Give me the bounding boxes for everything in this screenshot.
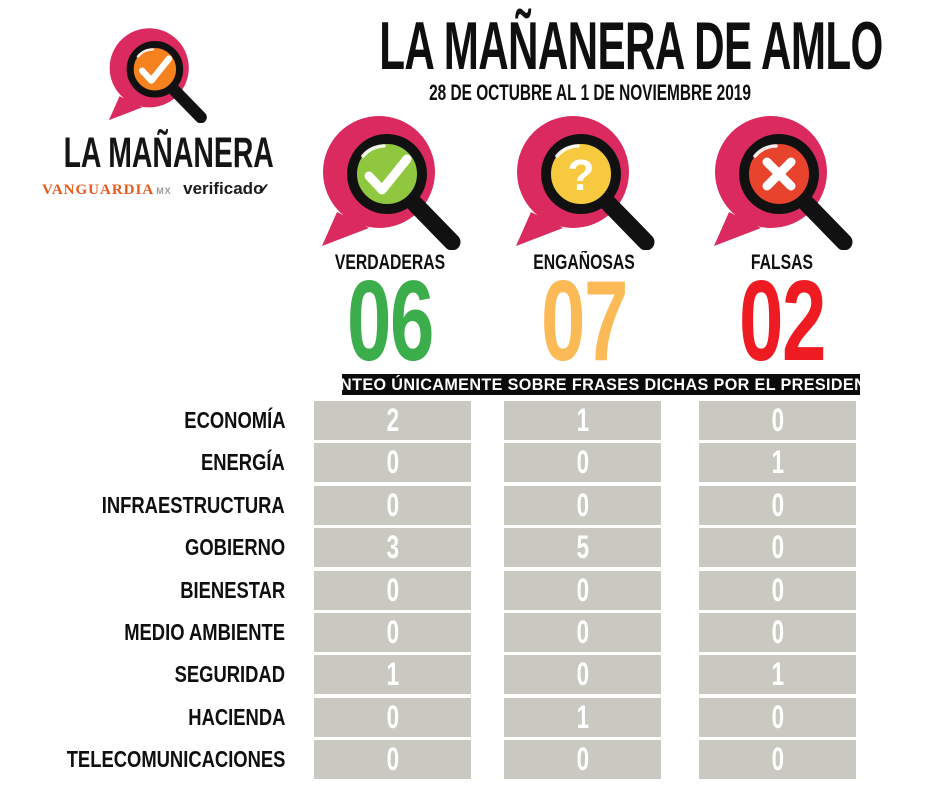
cell-falsas: 0: [699, 401, 856, 440]
cell-falsas: 0: [699, 698, 856, 737]
cell-enganosas: 0: [504, 486, 661, 525]
check-icon: [364, 154, 412, 195]
lens-highlight: [753, 144, 778, 158]
row-label: TELECOMUNICACIONES: [66, 746, 285, 772]
cell-falsas: 0: [699, 571, 856, 610]
brand-mx: MX: [156, 186, 172, 196]
lens-highlight: [136, 48, 154, 58]
lens-highlight: [555, 144, 580, 158]
stat-falsas: FALSAS 02: [697, 110, 867, 382]
enganosas-label: ENGAÑOSAS: [533, 251, 635, 274]
cell-enganosas: 1: [504, 698, 661, 737]
magnifier-lens: [541, 134, 621, 214]
enganosas-count: 07: [541, 258, 628, 385]
brand-line: VANGUARDIA MX verificado✓: [16, 179, 296, 199]
page-title: LA MAÑANERA DE AMLO: [379, 8, 883, 84]
cell-falsas: 0: [699, 486, 856, 525]
table-row: TELECOMUNICACIONES 0 0 0: [0, 740, 940, 779]
cell-verdaderas: 0: [314, 443, 471, 482]
cross-icon: [762, 157, 796, 191]
magnifier-handle: [600, 195, 655, 250]
falsas-label: FALSAS: [750, 251, 814, 274]
magnifier-handle: [798, 195, 853, 250]
bubble-tail: [516, 212, 563, 246]
page-subtitle: 28 DE OCTUBRE AL 1 DE NOVIEMBRE 2019: [429, 80, 751, 105]
brand-vanguardia: VANGUARDIA: [41, 182, 155, 198]
bubble-tail: [108, 96, 143, 121]
cell-verdaderas: 0: [314, 571, 471, 610]
stat-enganosas: ? ENGAÑOSAS 07: [499, 110, 669, 382]
cell-falsas: 1: [699, 655, 856, 694]
cell-enganosas: 0: [504, 655, 661, 694]
cell-enganosas: 0: [504, 613, 661, 652]
table-row: HACIENDA 0 1 0: [0, 698, 940, 737]
magnifier-handle: [406, 195, 461, 250]
verificado-check-icon: ✓: [257, 181, 271, 198]
question-mark-icon: ?: [568, 151, 595, 200]
cell-falsas: 0: [699, 740, 856, 779]
cell-enganosas: 5: [504, 528, 661, 567]
row-label: GOBIERNO: [184, 534, 285, 560]
falsas-bubble-icon: [714, 116, 853, 250]
cell-falsas: 0: [699, 528, 856, 567]
logo-wordmark: LA MAÑANERA: [63, 129, 274, 177]
cell-verdaderas: 2: [314, 401, 471, 440]
table-row: BIENESTAR 0 0 0: [0, 571, 940, 610]
disclaimer-text: CONTEO ÚNICAMENTE SOBRE FRASES DICHAS PO…: [314, 375, 888, 394]
cell-falsas: 0: [699, 613, 856, 652]
row-label: HACIENDA: [187, 704, 285, 730]
table-row: ECONOMÍA 2 1 0: [0, 401, 940, 440]
row-label: BIENESTAR: [180, 577, 285, 603]
table-row: INFRAESTRUCTURA 0 0 0: [0, 486, 940, 525]
row-label: MEDIO AMBIENTE: [124, 619, 285, 645]
check-icon: [138, 55, 173, 84]
brand-verificado: verificado: [183, 179, 264, 198]
cell-verdaderas: 1: [314, 655, 471, 694]
cell-verdaderas: 3: [314, 528, 471, 567]
cell-enganosas: 0: [504, 443, 661, 482]
disclaimer-banner: CONTEO ÚNICAMENTE SOBRE FRASES DICHAS PO…: [315, 374, 887, 395]
bubble-tail: [714, 212, 761, 246]
row-label: SEGURIDAD: [174, 661, 285, 687]
logo-bubble-magnifier-icon: [108, 28, 207, 123]
cell-falsas: 1: [699, 443, 856, 482]
table-row: ENERGÍA 0 0 1: [0, 443, 940, 482]
row-label: ENERGÍA: [201, 449, 285, 475]
enganosas-bubble-icon: ?: [516, 116, 655, 250]
table-row: GOBIERNO 3 5 0: [0, 528, 940, 567]
verdaderas-count: 06: [347, 258, 434, 385]
row-label: ECONOMÍA: [183, 407, 285, 433]
cell-verdaderas: 0: [314, 486, 471, 525]
table-row: SEGURIDAD 1 0 1: [0, 655, 940, 694]
cell-verdaderas: 0: [314, 698, 471, 737]
cell-verdaderas: 0: [314, 613, 471, 652]
cell-verdaderas: 0: [314, 740, 471, 779]
cell-enganosas: 1: [504, 401, 661, 440]
row-label: INFRAESTRUCTURA: [102, 492, 285, 518]
magnifier-lens: [347, 134, 427, 214]
verdaderas-label: VERDADERAS: [334, 251, 446, 274]
magnifier-handle: [168, 84, 207, 123]
cell-enganosas: 0: [504, 571, 661, 610]
bubble-tail: [322, 212, 369, 246]
lens-highlight: [361, 144, 386, 158]
stat-verdaderas: VERDADERAS 06: [305, 110, 475, 382]
falsas-count: 02: [739, 258, 826, 385]
verdaderas-bubble-icon: [322, 116, 461, 250]
cell-enganosas: 0: [504, 740, 661, 779]
table-row: MEDIO AMBIENTE 0 0 0: [0, 613, 940, 652]
magnifier-lens: [126, 40, 184, 98]
